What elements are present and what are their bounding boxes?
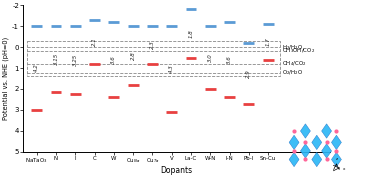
Polygon shape <box>289 135 299 150</box>
Text: 2.8: 2.8 <box>131 51 136 60</box>
Text: 4.2: 4.2 <box>34 64 39 72</box>
Text: 1.7: 1.7 <box>266 38 271 46</box>
Text: H$_2$/H$_2$O: H$_2$/H$_2$O <box>282 43 303 52</box>
Text: CH$_3$OH/CO$_2$: CH$_3$OH/CO$_2$ <box>282 46 315 55</box>
Text: 3.15: 3.15 <box>54 53 59 65</box>
Text: 4.3: 4.3 <box>169 65 174 74</box>
Text: O$_2$/H$_2$O: O$_2$/H$_2$O <box>282 69 303 77</box>
Polygon shape <box>312 135 322 150</box>
Polygon shape <box>312 152 322 167</box>
Text: 3.6: 3.6 <box>227 55 232 64</box>
Text: CH$_4$/CO$_2$: CH$_4$/CO$_2$ <box>282 60 307 69</box>
Text: 3.6: 3.6 <box>112 55 116 64</box>
Polygon shape <box>332 135 341 150</box>
Polygon shape <box>322 124 332 138</box>
Y-axis label: Potential vs. NHE (pH=0): Potential vs. NHE (pH=0) <box>3 37 9 120</box>
Text: 1.8: 1.8 <box>189 29 194 38</box>
Polygon shape <box>289 152 299 167</box>
Text: z: z <box>336 157 338 161</box>
Text: 2.1: 2.1 <box>92 38 97 46</box>
Text: 2.9: 2.9 <box>246 69 251 78</box>
Text: 3.0: 3.0 <box>208 53 213 62</box>
Polygon shape <box>332 152 341 167</box>
X-axis label: Dopants: Dopants <box>161 166 193 175</box>
Polygon shape <box>301 144 310 158</box>
Text: 3.25: 3.25 <box>73 54 78 66</box>
Polygon shape <box>322 144 332 158</box>
Polygon shape <box>301 124 310 138</box>
Text: x: x <box>343 167 345 171</box>
Text: 2.3: 2.3 <box>150 41 155 49</box>
